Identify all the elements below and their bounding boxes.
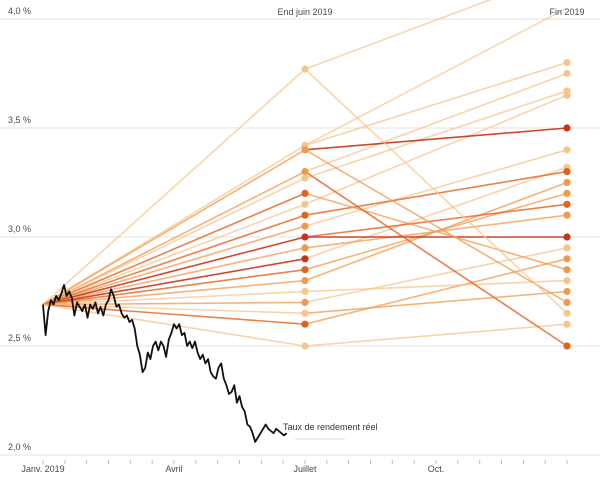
forecast-point-end <box>563 266 571 274</box>
forecast-point-end <box>563 211 571 219</box>
forecast-line-mid <box>42 203 306 306</box>
forecast-point-end <box>563 200 571 208</box>
forecast-point-mid <box>301 287 309 296</box>
forecast-point-mid <box>301 146 309 154</box>
forecast-line-end <box>304 149 568 304</box>
forecast-points <box>301 59 571 350</box>
forecast-line-mid <box>42 149 306 306</box>
forecast-point-end <box>563 146 571 154</box>
forecast-point-mid <box>301 65 309 73</box>
forecast-line-mid <box>42 247 306 306</box>
forecast-point-end <box>563 287 571 296</box>
forecast-line-mid <box>42 303 306 325</box>
forecast-line-end <box>304 258 568 325</box>
forecast-point-mid <box>301 298 309 306</box>
period-label-end-2019: Fin 2019 <box>549 7 584 17</box>
forecast-line-offchart <box>304 7 568 147</box>
forecast-line-mid <box>42 214 306 306</box>
forecast-point-end <box>563 244 571 252</box>
forecast-point-mid <box>301 222 309 230</box>
forecast-point-end <box>563 298 571 306</box>
actual-yield-line <box>42 284 288 443</box>
forecast-point-end <box>563 309 571 317</box>
forecast-line-end <box>304 192 568 271</box>
forecast-point-end <box>563 255 571 263</box>
forecast-line-mid <box>42 177 306 306</box>
y-tick-label: 3,0 % <box>8 224 31 234</box>
forecast-line-mid <box>42 301 306 306</box>
forecast-point-end <box>563 69 571 78</box>
forecast-line-end <box>304 170 568 216</box>
x-tick-label: Avril <box>165 464 182 474</box>
grid <box>0 18 600 456</box>
forecast-line-mid <box>42 303 306 315</box>
forecast-line-end <box>304 279 568 293</box>
x-ticks <box>42 460 568 464</box>
forecast-point-mid <box>301 320 309 328</box>
forecast-point-end <box>563 320 571 328</box>
forecast-point-mid <box>301 277 309 285</box>
annotation-label: Taux de rendement réel <box>283 422 378 432</box>
forecast-point-mid <box>301 168 309 176</box>
forecast-line-end <box>304 127 568 151</box>
actual-series <box>42 284 288 443</box>
forecast-line-end <box>304 290 568 315</box>
forecast-point-end <box>563 59 571 67</box>
forecast-point-end <box>563 91 571 99</box>
y-tick-label: 2,5 % <box>8 333 31 343</box>
forecast-line-end <box>304 323 568 347</box>
y-tick-label: 3,5 % <box>8 115 31 125</box>
x-tick-label: Juillet <box>293 464 317 474</box>
forecast-point-end <box>563 277 571 285</box>
forecast-line-mid <box>42 290 306 306</box>
axis-labels: 4,0 % 3,5 % 3,0 % 2,5 % 2,0 % Janv. 2019 Avril… <box>8 6 444 474</box>
forecast-line-end <box>304 203 568 238</box>
forecast-point-mid <box>301 174 309 182</box>
forecast-line-mid <box>42 192 306 306</box>
forecast-line-end <box>304 149 568 227</box>
forecast-point-mid <box>301 200 309 208</box>
y-tick-label: 4,0 % <box>8 6 31 16</box>
forecast-point-mid <box>301 266 309 274</box>
forecast-line-end <box>304 72 568 173</box>
forecast-line-mid <box>42 279 306 306</box>
forecast-point-mid <box>301 211 309 219</box>
forecast-line-end <box>304 61 568 147</box>
forecast-point-mid <box>301 233 309 241</box>
forecast-point-mid <box>301 255 309 263</box>
forecast-point-end <box>563 189 571 197</box>
forecast-line-mid <box>42 258 306 306</box>
forecast-line-mid <box>42 268 306 306</box>
forecast-point-end <box>563 342 571 350</box>
period-label-mid-2019: End juin 2019 <box>277 7 332 17</box>
forecast-point-end <box>563 233 571 241</box>
forecast-line-end <box>304 90 568 179</box>
forecast-line-mid <box>42 68 306 306</box>
forecast-point-end <box>563 168 571 176</box>
forecast-point-mid <box>301 189 309 197</box>
forecast-line-end <box>304 94 568 206</box>
forecast-point-mid <box>301 342 309 350</box>
forecast-line-mid <box>42 170 306 306</box>
forecast-point-mid <box>301 244 309 252</box>
forecast-line-end <box>304 68 568 314</box>
x-tick-label: Janv. 2019 <box>21 464 64 474</box>
forecast-point-end <box>563 178 571 187</box>
forecast-line-end <box>304 166 568 260</box>
forecast-line-mid <box>42 225 306 306</box>
x-tick-label: Oct. <box>428 464 445 474</box>
forecast-line-mid <box>42 236 306 306</box>
y-tick-label: 2,0 % <box>8 442 31 452</box>
forecast-lines <box>42 0 568 347</box>
forecast-line-offchart <box>304 0 492 70</box>
forecast-point-end <box>563 124 571 132</box>
forecast-line-end <box>304 170 568 347</box>
forecast-point-mid <box>301 309 309 317</box>
